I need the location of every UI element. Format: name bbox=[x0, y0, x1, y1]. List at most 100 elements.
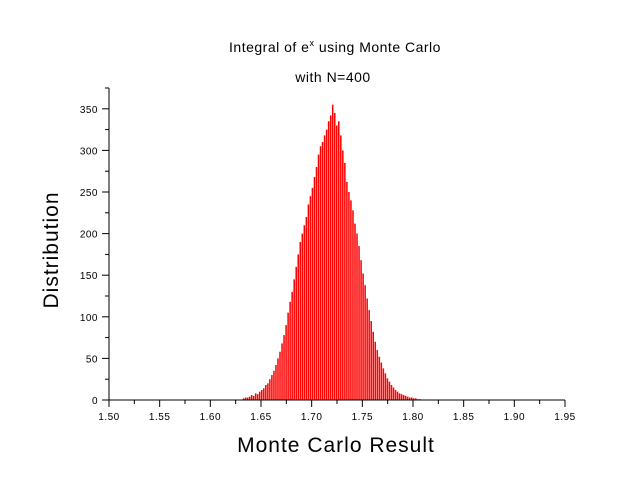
histogram-bar bbox=[340, 135, 342, 401]
histogram-bar bbox=[248, 396, 251, 400]
x-tick-label: 1.65 bbox=[250, 412, 271, 423]
histogram-bar bbox=[319, 146, 322, 400]
histogram-bar bbox=[364, 285, 366, 400]
histogram-bar bbox=[271, 375, 273, 400]
x-tick-label: 1.55 bbox=[149, 412, 170, 423]
histogram-bar bbox=[335, 125, 338, 400]
histogram-bar bbox=[360, 260, 362, 400]
histogram-bar bbox=[374, 341, 377, 400]
histogram-bar bbox=[256, 394, 259, 400]
histogram-bar bbox=[356, 233, 358, 400]
histogram-bar bbox=[285, 325, 287, 400]
histogram-bar bbox=[323, 135, 326, 401]
histogram-bar bbox=[301, 233, 304, 400]
histogram-bar bbox=[378, 356, 381, 400]
histogram-bars bbox=[242, 104, 421, 401]
histogram-bar bbox=[376, 350, 379, 400]
histogram-bar bbox=[354, 223, 356, 400]
histogram-bar bbox=[386, 378, 389, 400]
histogram-bar bbox=[321, 142, 324, 400]
histogram-bar bbox=[295, 266, 297, 400]
histogram-bar bbox=[338, 121, 340, 400]
histogram-bar bbox=[250, 395, 253, 400]
histogram-bar bbox=[368, 310, 370, 400]
histogram-bar bbox=[342, 150, 344, 400]
histogram-bar bbox=[303, 225, 306, 400]
histogram-bar bbox=[299, 241, 302, 400]
histogram-bar bbox=[283, 335, 285, 400]
chart-subtitle: with N=400 bbox=[294, 69, 370, 85]
x-tick-label: 1.50 bbox=[98, 412, 119, 423]
histogram-bar bbox=[263, 388, 265, 400]
y-axis-ticks: 0 50 100 150 200 250 300 350 bbox=[80, 87, 109, 407]
histogram-bar bbox=[408, 397, 411, 400]
histogram-bar bbox=[258, 391, 261, 400]
x-tick-label: 1.80 bbox=[402, 412, 423, 423]
histogram-bar bbox=[269, 379, 271, 400]
x-tick-label: 1.95 bbox=[554, 412, 575, 423]
x-tick-label: 1.70 bbox=[301, 412, 322, 423]
histogram-bar bbox=[392, 387, 395, 400]
y-tick-label: 250 bbox=[80, 188, 98, 199]
histogram-bar bbox=[309, 196, 312, 400]
histogram-bar bbox=[390, 385, 393, 400]
histogram-bar bbox=[410, 397, 413, 400]
histogram-bar bbox=[275, 365, 277, 400]
histogram-bar bbox=[394, 390, 397, 400]
histogram-bar bbox=[317, 154, 320, 400]
x-tick-label: 1.75 bbox=[352, 412, 373, 423]
y-tick-label: 50 bbox=[86, 354, 98, 365]
x-axis-ticks: 1.50 1.55 1.60 1.65 1.70 1.75 1.80 1.85 1.90 1.95 bbox=[98, 400, 575, 423]
histogram-bar bbox=[291, 291, 293, 400]
histogram-bar bbox=[307, 204, 310, 400]
histogram-bar bbox=[382, 368, 385, 400]
histogram-bar bbox=[261, 390, 263, 400]
histogram-bar bbox=[380, 362, 383, 400]
histogram-bar bbox=[279, 351, 281, 400]
histogram-bar bbox=[352, 210, 354, 400]
histogram-bar bbox=[293, 279, 295, 400]
histogram-bar bbox=[252, 395, 255, 400]
histogram-bar bbox=[348, 192, 350, 400]
histogram-bar bbox=[344, 162, 346, 400]
histogram-bar bbox=[329, 115, 332, 401]
histogram-bar bbox=[297, 254, 300, 400]
histogram-bar bbox=[242, 398, 245, 400]
histogram-bar bbox=[413, 398, 415, 400]
histogram-bar bbox=[350, 200, 352, 400]
histogram-bar bbox=[358, 246, 360, 400]
y-tick-label: 150 bbox=[80, 271, 98, 282]
y-tick-label: 300 bbox=[80, 146, 98, 157]
y-axis-title: Distribution bbox=[40, 191, 63, 308]
histogram-bar bbox=[313, 177, 316, 400]
histogram-bar bbox=[265, 385, 267, 400]
histogram-bar bbox=[254, 393, 257, 400]
histogram-bar bbox=[404, 395, 407, 400]
x-tick-label: 1.85 bbox=[453, 412, 474, 423]
histogram-bar bbox=[305, 216, 308, 400]
histogram-bar bbox=[325, 129, 328, 400]
chart-title: Integral of ex using Monte Carlo bbox=[229, 38, 441, 55]
chart-title-superscript: x bbox=[309, 38, 314, 48]
histogram-bar bbox=[287, 312, 289, 400]
histogram-bar bbox=[415, 398, 417, 400]
histogram-bar bbox=[366, 298, 368, 400]
x-tick-label: 1.90 bbox=[504, 412, 525, 423]
histogram-bar bbox=[289, 301, 291, 400]
histogram-bar bbox=[311, 187, 314, 400]
x-axis-title: Monte Carlo Result bbox=[237, 434, 435, 457]
histogram-bar bbox=[372, 331, 374, 400]
histogram-bar bbox=[281, 343, 283, 400]
histogram-bar bbox=[267, 383, 269, 400]
histogram-bar bbox=[333, 112, 336, 401]
histogram-bar bbox=[277, 358, 279, 400]
histogram-bar bbox=[406, 396, 409, 400]
histogram-bar bbox=[244, 397, 247, 400]
histogram-bar bbox=[384, 373, 387, 400]
histogram-bar bbox=[370, 320, 372, 400]
y-tick-label: 350 bbox=[80, 105, 98, 116]
x-tick-label: 1.60 bbox=[200, 412, 221, 423]
histogram-bar bbox=[331, 104, 334, 400]
y-tick-label: 100 bbox=[80, 313, 98, 324]
